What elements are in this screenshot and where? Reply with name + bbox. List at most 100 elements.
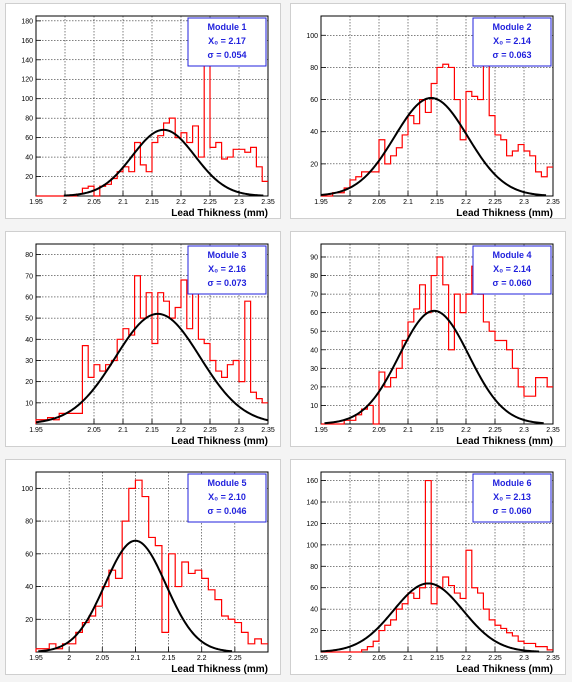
y-tick-label: 160 [21,38,33,45]
x-tick-label: 2.25 [488,199,502,206]
histogram-bin [547,167,553,196]
x-tick-label: 1.95 [29,655,43,662]
gaussian-fit-curve [324,309,544,425]
module-1-panel: 1.95 2 2.05 2.1 2.15 2.2 2.25 2.3 2.35 20 40 60 80 10… [5,3,281,219]
y-tick-label: 20 [310,384,318,391]
histogram-bin [202,578,209,652]
chart-svg: 1.95 2 2.05 2.1 2.15 2.2 2.25 2.3 2.35 20 40 60 80 10… [306,15,560,219]
legend-line: σ = 0.046 [208,506,247,516]
x-axis-title: Lead Thikness (mm) [171,436,268,447]
y-tick-label: 100 [306,33,318,40]
y-tick-label: 40 [310,129,318,136]
histogram-bin [530,396,536,424]
histogram-bin [478,294,484,424]
histogram-bin [129,172,135,196]
histogram-bin [373,641,379,652]
x-tick-label: 1.95 [314,199,328,206]
histogram-bin [420,285,426,424]
histogram-bin [193,126,199,196]
histogram-bin [117,172,123,196]
chart-svg: 1.95 2 2.05 2.1 2.15 2.2 2.25 20 40 60 80 100 Lead T… [21,471,269,675]
x-tick-label: 2.15 [430,199,444,206]
histogram-bin [425,112,431,196]
histogram-bin [106,365,112,424]
histogram-bin [155,546,162,652]
legend-line: σ = 0.063 [493,50,532,60]
x-tick-label: 2.2 [461,427,471,434]
histogram-bin [379,140,385,196]
histogram-bin [356,415,362,424]
histogram-bin [96,606,103,652]
histogram-bin [111,360,117,424]
x-tick-label: 2 [348,655,352,662]
x-tick-label: 2.1 [131,655,141,662]
histogram-bin [53,420,59,424]
y-tick-label: 140 [21,57,33,64]
x-tick-label: 2.1 [403,427,413,434]
y-tick-label: 20 [310,628,318,635]
x-tick-label: 2.15 [162,655,176,662]
histogram-bin [443,64,449,196]
y-tick-label: 60 [310,97,318,104]
histogram-bin [425,481,431,652]
histogram-bin [541,177,547,196]
legend-line: Module 2 [492,22,531,32]
histogram-bin [122,521,129,652]
histogram-bin [175,587,182,652]
x-tick-label: 2.05 [87,199,101,206]
histogram-bin [391,156,397,196]
legend-box [472,473,552,523]
histogram-bin [210,147,216,196]
x-axis-title: Lead Thikness (mm) [456,436,553,447]
y-tick-label: 100 [306,542,318,549]
y-tick-label: 80 [310,273,318,280]
legend-line: Module 4 [492,250,531,260]
x-tick-label: 2.35 [546,427,560,434]
histogram-bin [210,360,216,424]
histogram-bin [396,609,402,652]
histogram-bin [123,167,129,196]
histogram-bin [489,331,495,424]
histogram-bin [396,148,402,196]
histogram-bin [547,387,553,424]
x-tick-label: 1.95 [29,199,43,206]
histogram-bin [82,346,88,424]
histogram-bin [56,649,63,652]
x-tick-label: 2.25 [203,427,217,434]
legend-line: σ = 0.073 [208,278,247,288]
histogram-bin [454,294,460,424]
x-tick-label: 2.2 [176,199,186,206]
histogram-bin [241,632,248,652]
y-tick-label: 80 [25,116,33,123]
histogram-bin [507,633,513,652]
gaussian-fit-curve [320,582,540,653]
histogram-bin [146,293,152,424]
histogram-bin [437,257,443,424]
y-tick-label: 50 [310,329,318,336]
histogram-bin [541,378,547,424]
legend-line: X₀ = 2.17 [208,36,246,46]
x-tick-label: 2.05 [372,427,386,434]
histogram-bin [129,488,136,652]
histogram-bin [222,377,228,424]
x-tick-label: 1.95 [314,427,328,434]
legend-line: σ = 0.060 [493,278,532,288]
histogram-bin [152,344,158,424]
x-tick-label: 2.35 [261,199,275,206]
histogram-bin [222,616,229,652]
histogram-bin [227,365,233,424]
histogram-bin [483,322,489,424]
x-tick-label: 2.35 [546,655,560,662]
histogram-bin [69,644,76,652]
x-tick-label: 2.1 [118,199,128,206]
histogram-bin [524,151,530,196]
histogram-bin [109,570,116,652]
y-tick-label: 10 [25,400,33,407]
y-tick-label: 20 [310,161,318,168]
histogram-bin [402,340,408,424]
histogram-bin [489,620,495,652]
chart-svg: 1.95 2.05 2.1 2.15 2.2 2.25 2.3 2.35 10 20 30 40 50 6… [25,243,275,447]
x-tick-label: 2.25 [203,199,217,206]
histogram-bin [245,152,251,196]
